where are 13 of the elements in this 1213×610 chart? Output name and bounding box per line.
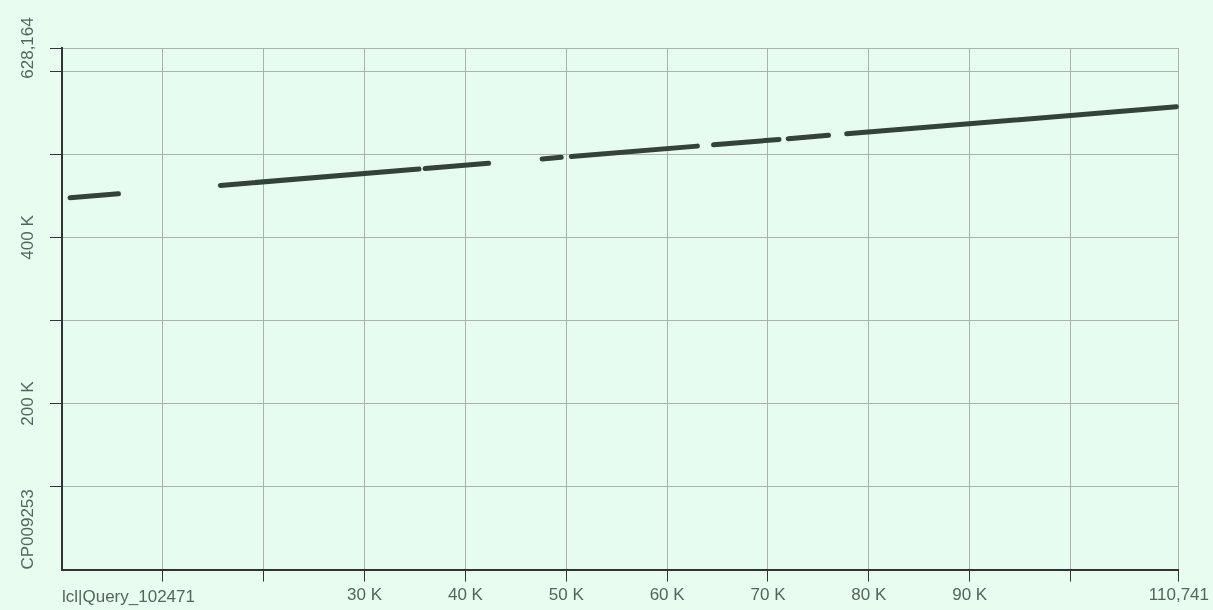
x-axis-title: lcl|Query_102471 (62, 587, 195, 606)
y-axis-title: CP009253 (17, 489, 37, 570)
x-tick-label: 90 K (952, 585, 988, 605)
x-tick-label: 80 K (851, 585, 887, 605)
y-tick-label: 200 K (17, 380, 37, 426)
x-tick-label: 30 K (347, 585, 383, 605)
y-tick-label: 628,164 (17, 17, 37, 79)
y-tick-label: 400 K (17, 214, 37, 260)
x-tick-label: 40 K (447, 585, 484, 605)
x-tick-label: 110,741 (1148, 585, 1210, 605)
x-tick-label: 60 K (649, 585, 686, 605)
x-tick-label: 50 K (548, 585, 585, 605)
x-tick-label: 70 K (750, 585, 787, 605)
